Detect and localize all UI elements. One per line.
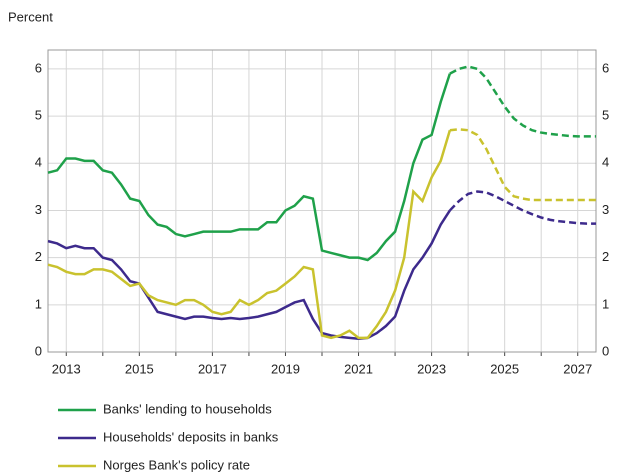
series-line <box>47 73 452 262</box>
x-tick-label: 2021 <box>344 361 373 376</box>
y2-tick-label: 5 <box>602 108 609 123</box>
projection-line <box>448 190 596 225</box>
y2-tick-label: 0 <box>602 343 609 358</box>
y2-tick-label: 3 <box>602 202 609 217</box>
series-line <box>47 129 452 340</box>
y2-tick-label: 2 <box>602 249 609 264</box>
y-axis-label: Percent <box>8 9 53 24</box>
y-tick-label: 3 <box>35 202 42 217</box>
projection-line <box>449 128 596 202</box>
series-line <box>47 209 451 341</box>
x-tick-label: 2027 <box>563 361 592 376</box>
x-tick-label: 2015 <box>125 361 154 376</box>
x-tick-label: 2023 <box>417 361 446 376</box>
x-tick-label: 2013 <box>52 361 81 376</box>
y2-tick-label: 4 <box>602 155 609 170</box>
y-tick-label: 5 <box>35 108 42 123</box>
y-tick-label: 6 <box>35 60 42 75</box>
y-tick-label: 0 <box>35 343 42 358</box>
x-tick-label: 2025 <box>490 361 519 376</box>
projection-line <box>449 65 596 138</box>
legend-label: Banks' lending to households <box>103 401 272 416</box>
y-tick-label: 2 <box>35 249 42 264</box>
x-tick-label: 2019 <box>271 361 300 376</box>
y2-tick-label: 1 <box>602 296 609 311</box>
legend-label: Norges Bank's policy rate <box>103 457 250 472</box>
y-tick-label: 1 <box>35 296 42 311</box>
y-tick-label: 4 <box>35 155 42 170</box>
legend-label: Households' deposits in banks <box>103 429 279 444</box>
x-tick-label: 2017 <box>198 361 227 376</box>
y2-tick-label: 6 <box>602 60 609 75</box>
plot-frame <box>47 49 597 353</box>
